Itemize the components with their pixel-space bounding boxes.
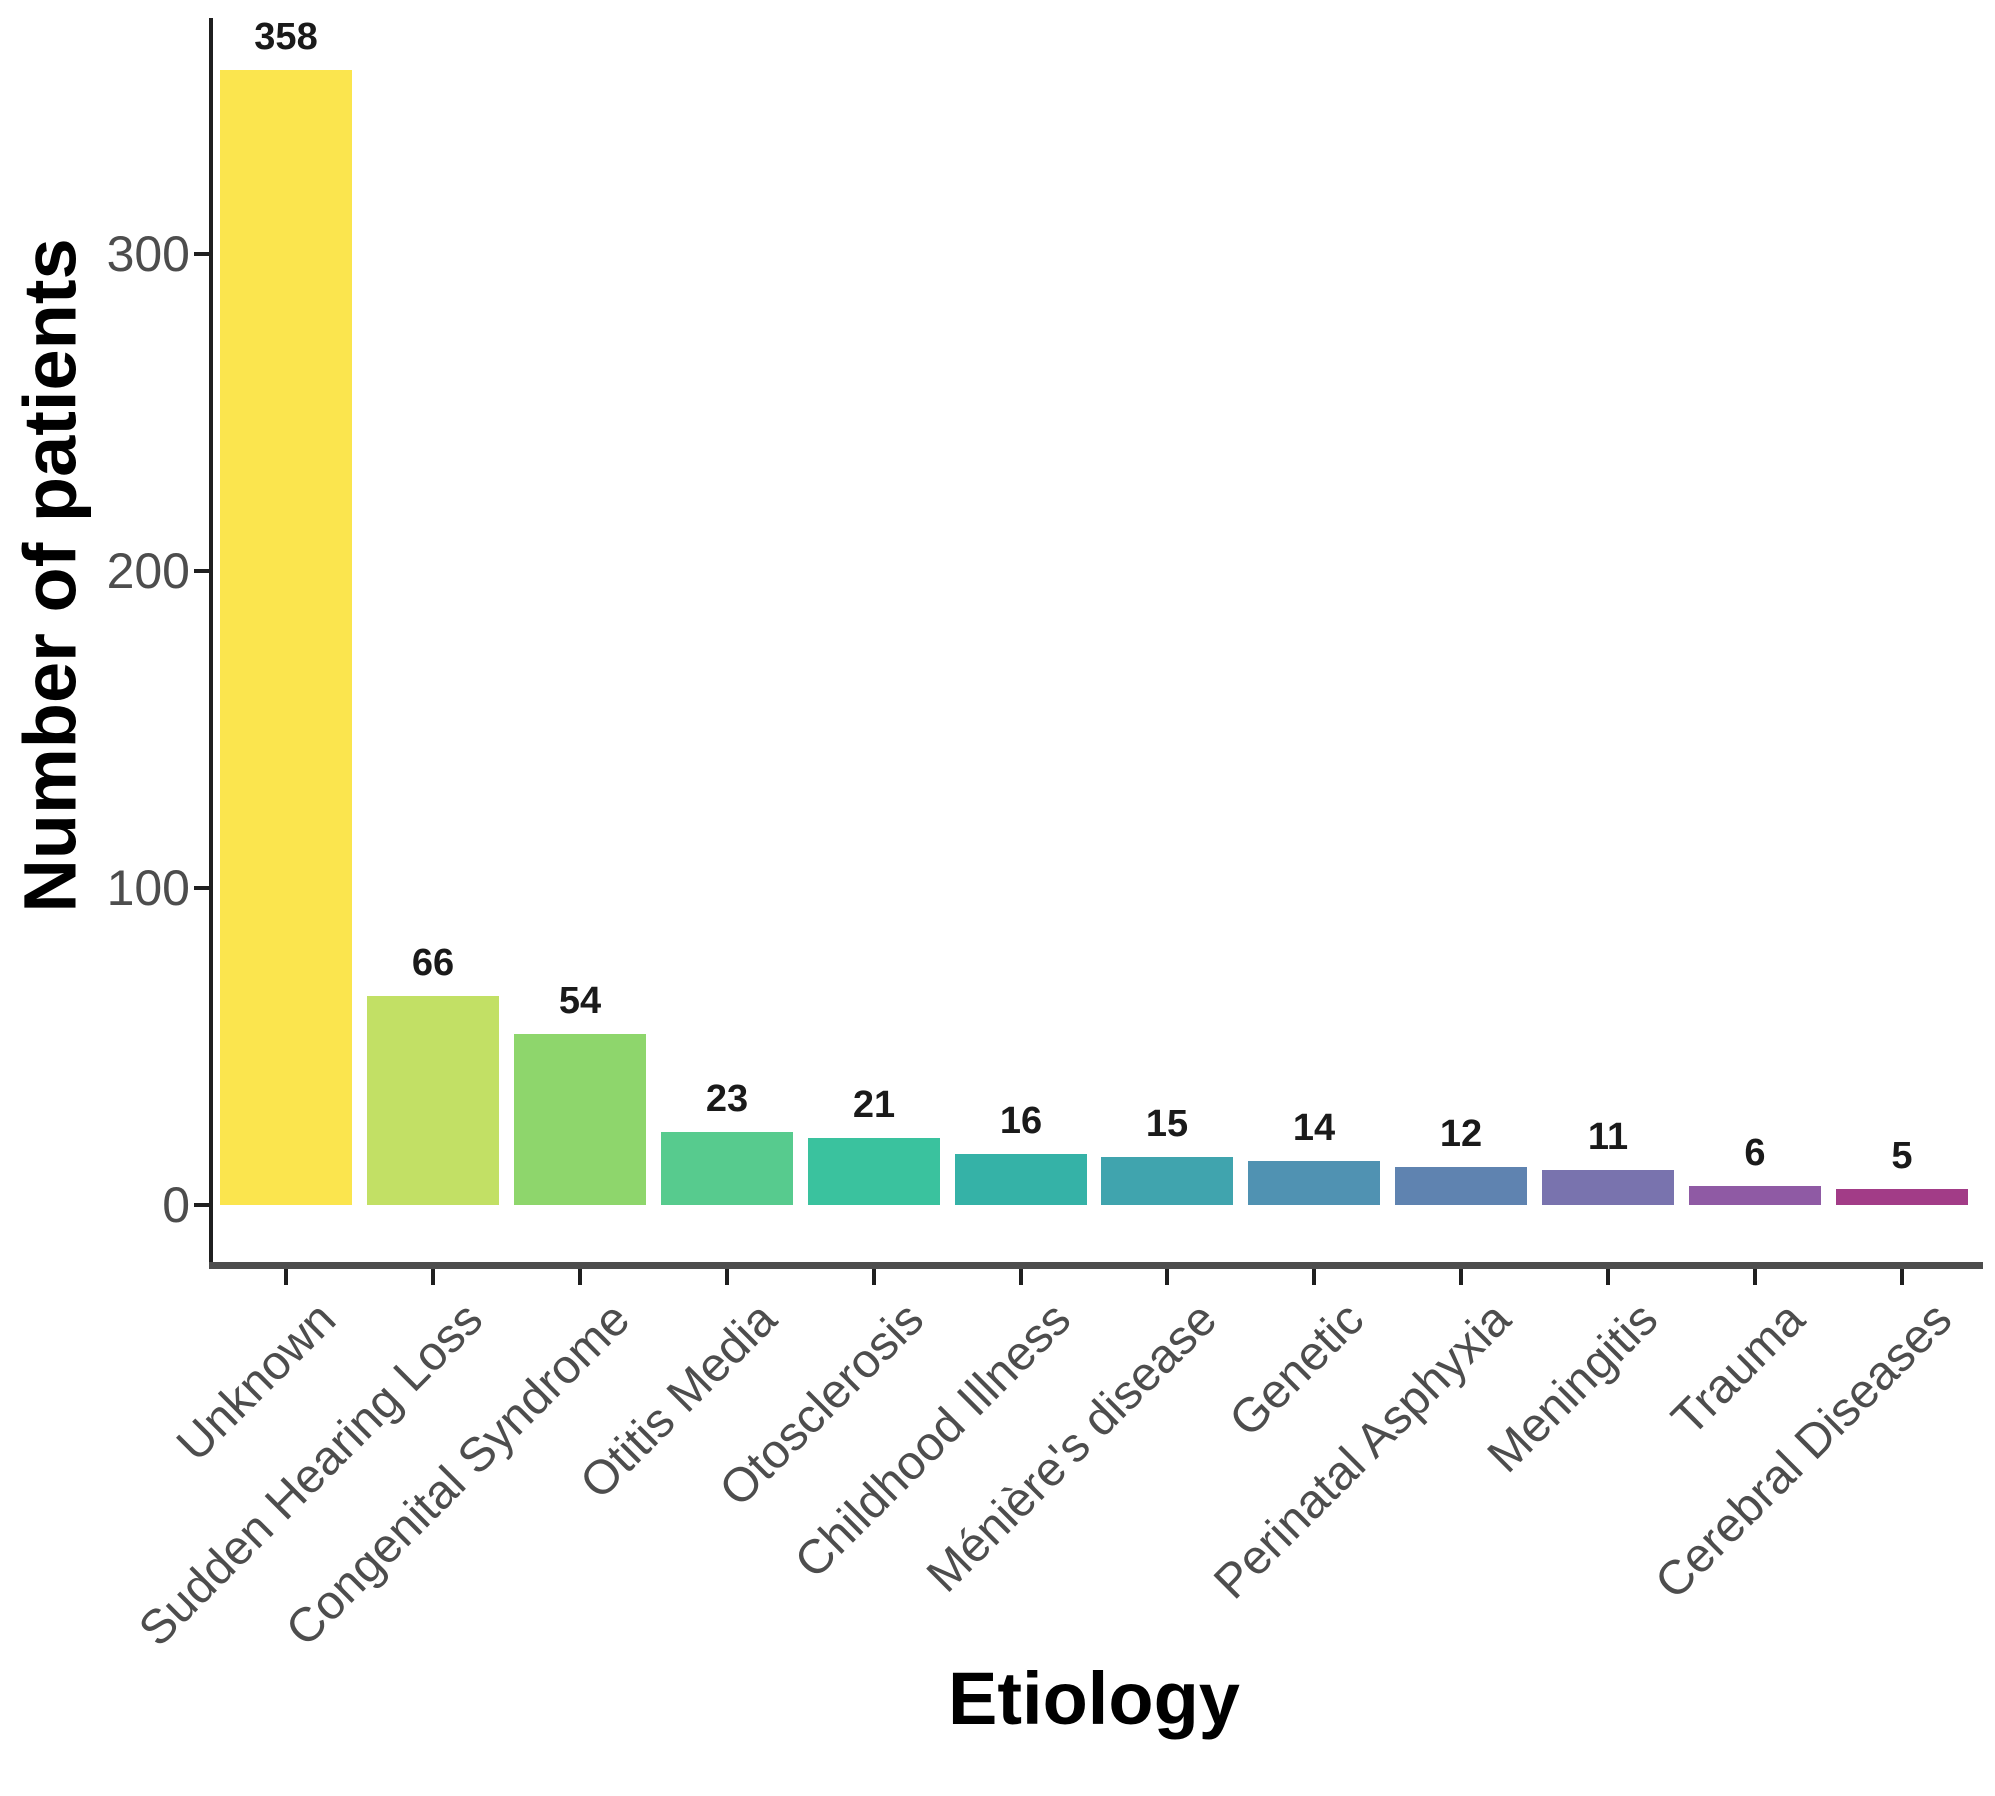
y-tick-mark [194,569,209,573]
y-tick-mark [194,886,209,890]
x-tick-mark [872,1269,876,1285]
bar-value-label: 12 [1439,1113,1483,1155]
y-tick-label: 300 [106,226,190,282]
bar-m-ni-re-s-disease [1101,1157,1233,1205]
bar-sudden-hearing-loss [367,996,499,1205]
x-tick-mark [1459,1269,1463,1285]
bar-genetic [1248,1161,1380,1205]
bar-value-label: 14 [1292,1107,1336,1149]
x-tick-mark [1165,1269,1169,1285]
x-tick-mark [431,1269,435,1285]
bar-value-label: 21 [852,1084,896,1126]
bar-otitis-media [661,1132,793,1205]
bar-value-label: 6 [1744,1132,1766,1174]
y-tick-label: 0 [162,1177,190,1233]
y-axis-title: Number of patients [8,237,92,913]
x-tick-mark [1312,1269,1316,1285]
bar-value-label: 23 [705,1078,749,1120]
bar-value-label: 5 [1891,1135,1913,1177]
y-tick-mark [194,252,209,256]
y-tick-label: 200 [106,543,190,599]
bar-value-label: 358 [254,16,318,58]
x-tick-mark [1753,1269,1757,1285]
x-tick-mark [1900,1269,1904,1285]
bar-unknown [220,70,352,1205]
bar-value-label: 11 [1587,1116,1629,1158]
bar-trauma [1689,1186,1821,1205]
x-tick-mark [1019,1269,1023,1285]
y-axis-title-wrap: Number of patients [6,125,94,1025]
bar-otosclerosis [808,1138,940,1205]
bar-cerebral-diseases [1836,1189,1968,1205]
bar-congenital-syndrome [514,1034,646,1205]
x-tick-mark [578,1269,582,1285]
bar-meningitis [1542,1170,1674,1205]
y-tick-mark [194,1203,209,1207]
x-tick-mark [284,1269,288,1285]
x-tick-mark [1606,1269,1610,1285]
bar-value-label: 16 [999,1100,1043,1142]
x-axis-line [209,1262,1983,1269]
x-axis-title: Etiology [948,1657,1240,1740]
y-tick-label: 100 [106,860,190,916]
bar-value-label: 66 [411,942,455,984]
bar-value-label: 54 [558,980,602,1022]
bar-value-label: 15 [1145,1103,1189,1145]
x-tick-mark [725,1269,729,1285]
bar-perinatal-asphyxia [1395,1167,1527,1205]
y-axis-line [209,18,213,1262]
plot-area: 358 66 54 23 21 16 15 14 12 11 6 5 [213,18,1975,1262]
bar-childhood-illness [955,1154,1087,1205]
